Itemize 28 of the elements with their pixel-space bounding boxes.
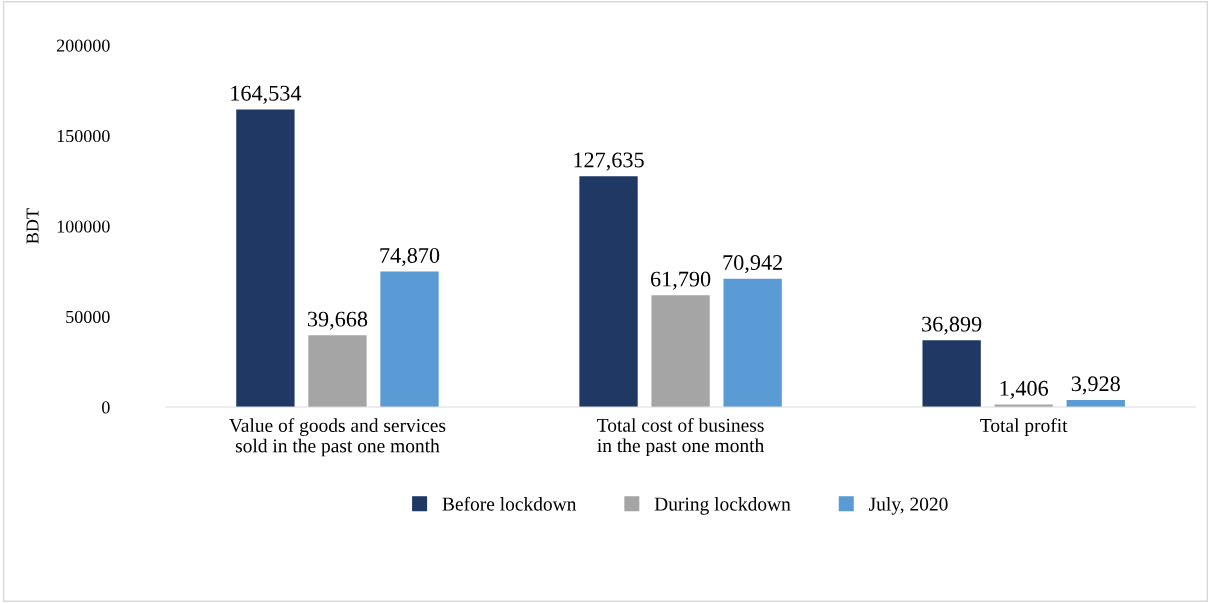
- y-tick-label: 50000: [66, 310, 110, 324]
- bar: [308, 335, 367, 408]
- legend-label: July, 2020: [869, 497, 948, 515]
- data-label: 39,668: [307, 311, 368, 330]
- bar: [579, 176, 638, 408]
- data-label: 1,406: [1000, 380, 1049, 399]
- data-label: 127,635: [574, 152, 644, 171]
- y-tick-label: 0: [102, 401, 110, 414]
- y-tick-label: 100000: [57, 220, 110, 233]
- y-tick-label: 150000: [57, 129, 110, 143]
- legend-label: During lockdown: [654, 497, 791, 515]
- bar: [236, 109, 295, 408]
- x-tick-label: Total profit: [980, 418, 1068, 436]
- bar: [380, 271, 439, 408]
- bar: [922, 340, 981, 408]
- data-label: 3,928: [1071, 376, 1120, 395]
- y-tick-label: 200000: [56, 39, 110, 52]
- legend-label: Before lockdown: [442, 496, 577, 511]
- data-label: 61,790: [650, 271, 711, 290]
- data-label: 70,942: [723, 255, 782, 274]
- data-label: 164,534: [231, 85, 302, 104]
- data-label: 74,870: [380, 247, 440, 267]
- x-tick-label: Total cost of business in the past one month: [597, 417, 765, 457]
- x-tick-label: Value of goods and services sold in the past one month: [229, 418, 446, 457]
- bar: [651, 295, 710, 408]
- y-axis-title: BDT: [26, 208, 39, 244]
- bar: [723, 278, 782, 408]
- data-label: 36,899: [922, 316, 982, 335]
